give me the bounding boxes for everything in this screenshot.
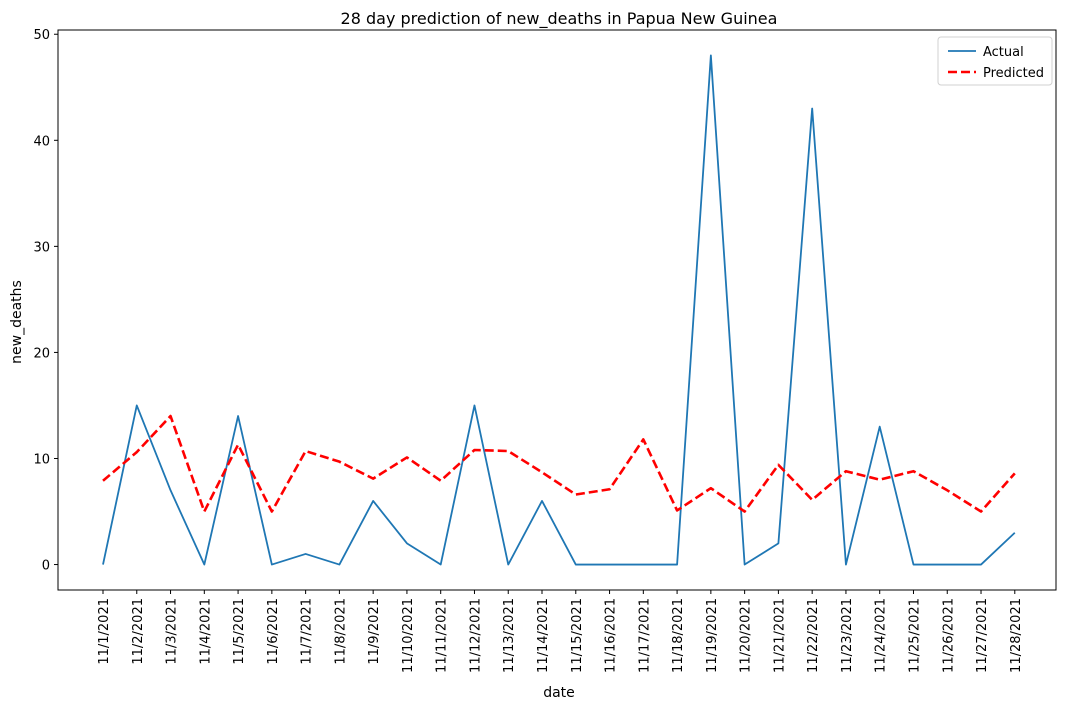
x-tick-label: 11/11/2021 — [435, 598, 450, 673]
x-tick-label: 11/15/2021 — [570, 598, 585, 673]
y-tick-label: 30 — [33, 240, 50, 255]
x-tick-label: 11/25/2021 — [907, 598, 922, 673]
x-tick-label: 11/12/2021 — [468, 598, 483, 673]
x-tick-label: 11/6/2021 — [266, 598, 281, 665]
y-tick-label: 50 — [33, 28, 50, 43]
x-tick-label: 11/1/2021 — [97, 598, 112, 665]
x-tick-label: 11/28/2021 — [1009, 598, 1024, 673]
x-tick-label: 11/3/2021 — [165, 598, 180, 665]
plot-area — [102, 54, 1016, 566]
x-tick-label: 11/9/2021 — [367, 598, 382, 665]
x-tick-label: 11/10/2021 — [401, 598, 416, 673]
chart-title: 28 day prediction of new_deaths in Papua… — [341, 9, 778, 29]
x-tick-label: 11/20/2021 — [739, 598, 754, 673]
series-line-predicted — [102, 414, 1016, 513]
x-tick-label: 11/16/2021 — [604, 598, 619, 673]
x-tick-label: 11/26/2021 — [941, 598, 956, 673]
x-tick-label: 11/23/2021 — [840, 598, 855, 673]
x-tick-label: 11/5/2021 — [232, 598, 247, 665]
y-axis-label: new_deaths — [9, 280, 25, 364]
x-tick-label: 11/17/2021 — [637, 598, 652, 673]
x-tick-label: 11/4/2021 — [198, 598, 213, 665]
x-tick-label: 11/21/2021 — [772, 598, 787, 673]
plot-frame — [57, 29, 1057, 591]
x-tick-label: 11/22/2021 — [806, 598, 821, 673]
axes: 0 10 20 30 40 50 11/1/2021 11/2/2021 11/3/2021 11… — [33, 28, 1057, 673]
x-tick-label: 11/7/2021 — [300, 598, 315, 665]
legend-label-actual: Actual — [983, 45, 1024, 60]
legend-label-predicted: Predicted — [983, 66, 1044, 81]
x-tick-label: 11/19/2021 — [705, 598, 720, 673]
y-tick-label: 10 — [33, 452, 50, 467]
x-tick-label: 11/18/2021 — [671, 598, 686, 673]
x-tick-label: 11/2/2021 — [131, 598, 146, 665]
y-tick-label: 0 — [42, 559, 50, 574]
x-tick-label: 11/8/2021 — [333, 598, 348, 665]
y-tick-label: 40 — [33, 134, 50, 149]
x-tick-label: 11/13/2021 — [502, 598, 517, 673]
x-tick-label: 11/14/2021 — [536, 598, 551, 673]
y-tick-label: 20 — [33, 346, 50, 361]
series-line-actual — [102, 54, 1016, 566]
x-axis-label: date — [543, 685, 575, 701]
x-tick-label: 11/27/2021 — [975, 598, 990, 673]
legend: Actual Predicted — [937, 36, 1053, 86]
x-tick-label: 11/24/2021 — [874, 598, 889, 673]
